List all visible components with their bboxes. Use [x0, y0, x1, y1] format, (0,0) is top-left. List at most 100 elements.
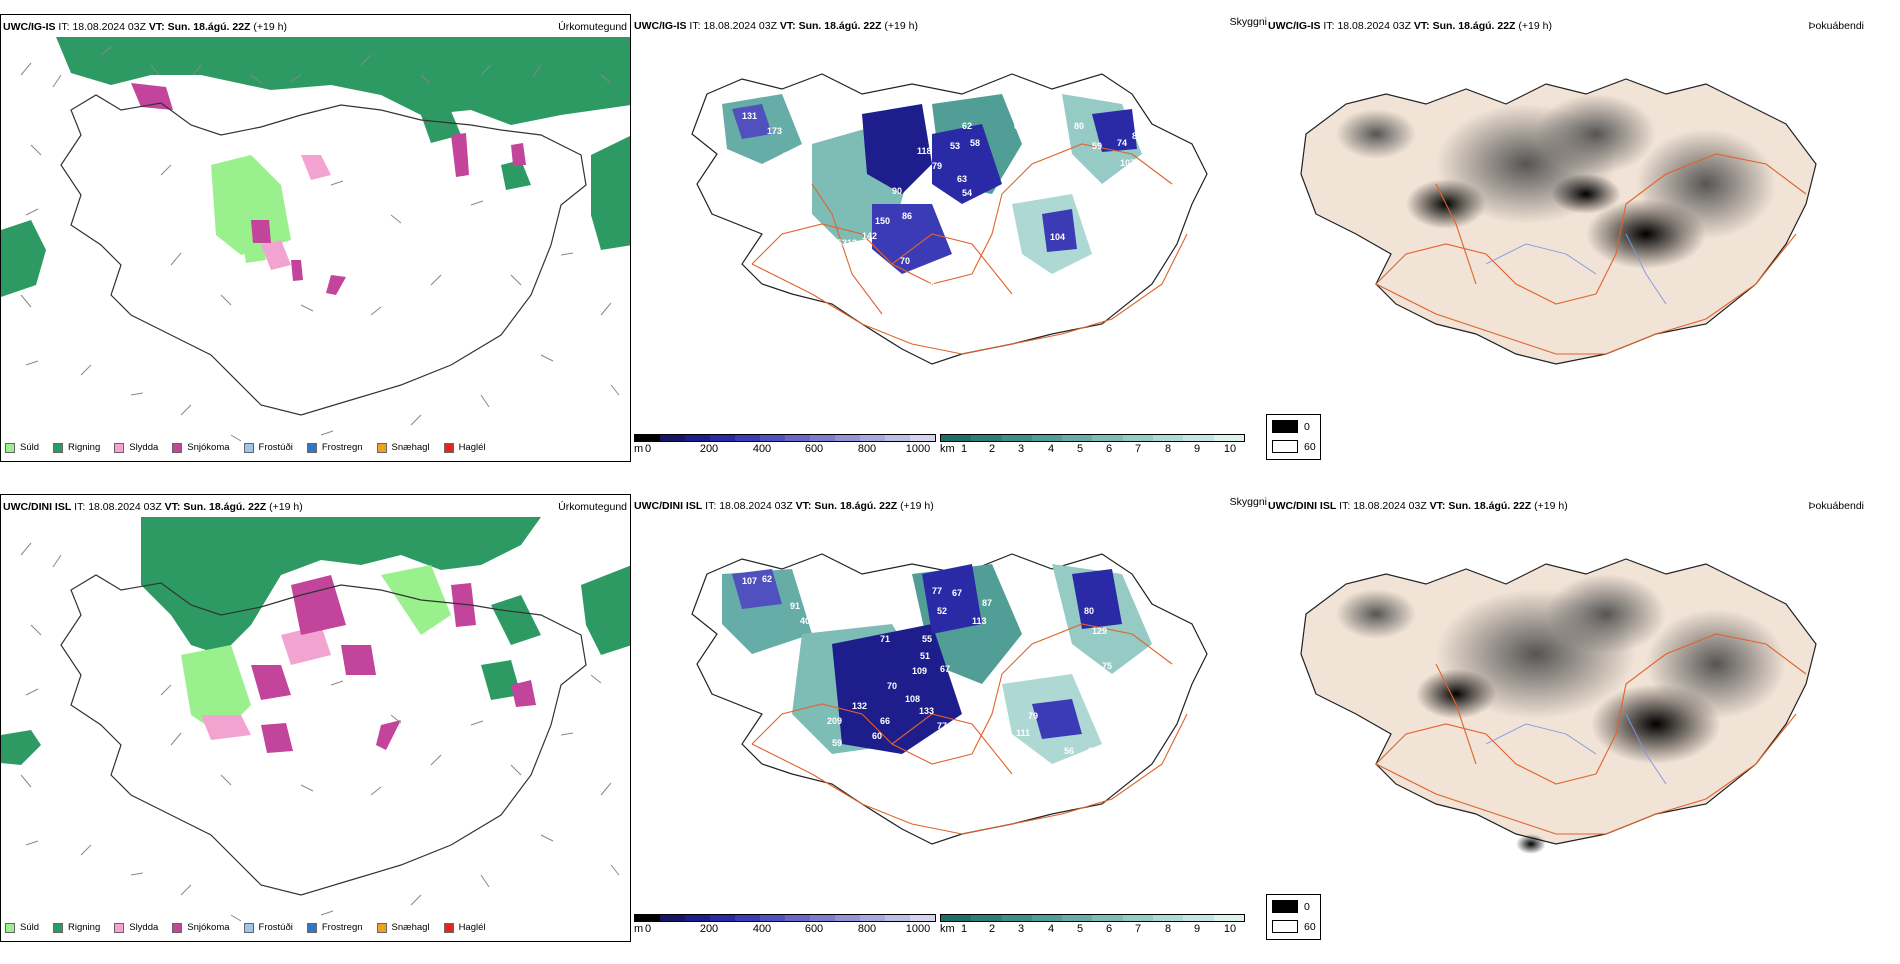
ceiling-color-step-7: [810, 915, 835, 921]
sleet-area: [281, 625, 331, 665]
rain-patch: [491, 595, 541, 645]
precip-type-panel: UWC/DINI ISL IT: 18.08.2024 03Z VT: Sun.…: [0, 494, 631, 942]
ceiling-area: [862, 104, 932, 194]
svg-text:75: 75: [1102, 661, 1112, 671]
svg-text:79: 79: [1028, 711, 1038, 721]
legend-item-freezing-drizzle: Frostúði: [243, 922, 293, 933]
ceiling-color-step-8: [835, 435, 860, 441]
fog-legend-high: 0: [1272, 900, 1310, 913]
visibility-color-step-7: [1153, 435, 1184, 441]
fog-field: [1336, 94, 1776, 269]
ceiling-color-step-6: [785, 915, 810, 921]
legend-item-freezing-rain: Frostregn: [306, 442, 363, 453]
snow-area: [291, 575, 346, 635]
svg-text:90: 90: [892, 186, 902, 196]
fog-legend-high: 0: [1272, 420, 1310, 433]
svg-text:77: 77: [960, 251, 970, 261]
rain-patch: [481, 660, 521, 700]
ceiling-area: [922, 564, 982, 634]
visibility-numbers: 131 173 120 62 61 53 58 80 74 85 118 79 …: [742, 111, 1143, 304]
visibility-colorbar-labels: km 1 2 3 4 5 6 7 8 9 10: [940, 923, 1237, 935]
svg-text:111: 111: [1129, 174, 1143, 184]
fog-legend: 0 60: [1266, 894, 1321, 940]
svg-text:87: 87: [982, 598, 992, 608]
svg-text:53: 53: [950, 141, 960, 151]
svg-text:76: 76: [932, 191, 942, 201]
ceiling-color-step-0: [635, 435, 660, 441]
ceiling-color-step-5: [760, 915, 785, 921]
visibility-title: Skyggni: [1229, 16, 1267, 28]
ceiling-color-step-9: [860, 915, 885, 921]
fog-header: UWC/DINI ISL IT: 18.08.2024 03Z VT: Sun.…: [1268, 500, 1568, 512]
rain-patch: [501, 160, 531, 190]
visibility-color-step-9: [1213, 435, 1244, 441]
drizzle-area: [181, 645, 251, 735]
sleet-area: [261, 240, 291, 270]
ceiling-color-step-10: [885, 915, 910, 921]
visibility-color-step-2: [1001, 915, 1032, 921]
legend-item-freezing-rain: Frostregn: [306, 922, 363, 933]
svg-text:80: 80: [1084, 606, 1094, 616]
fog-header: UWC/IG-IS IT: 18.08.2024 03Z VT: Sun. 18…: [1268, 20, 1552, 32]
ceiling-color-step-1: [660, 435, 685, 441]
svg-text:129: 129: [1092, 626, 1107, 636]
ceiling-color-step-10: [885, 435, 910, 441]
ceiling-color-step-2: [685, 435, 710, 441]
visibility-color-step-0: [941, 435, 972, 441]
svg-text:30: 30: [1088, 746, 1098, 756]
ceiling-color-step-11: [910, 435, 935, 441]
visibility-colorbar: km 1 2 3 4 5 6 7 8 9 10: [940, 434, 1245, 456]
visibility-color-step-1: [971, 915, 1002, 921]
svg-text:104: 104: [1050, 232, 1065, 242]
svg-text:133: 133: [919, 706, 934, 716]
legend-item-rain: Rigning: [53, 922, 100, 933]
visibility-color-step-3: [1031, 915, 1063, 921]
ceiling-color-step-11: [910, 915, 935, 921]
svg-text:52: 52: [937, 606, 947, 616]
svg-text:107: 107: [1120, 158, 1135, 168]
svg-text:66: 66: [880, 716, 890, 726]
visibility-colorbar-strip: [940, 914, 1245, 922]
svg-text:71: 71: [880, 634, 890, 644]
legend-item-drizzle: Súld: [5, 922, 39, 933]
svg-text:51: 51: [920, 651, 930, 661]
svg-text:13: 13: [1120, 276, 1130, 286]
ceiling-colorbar: m 0 200 400 600 800 1000: [634, 914, 936, 936]
snow-patch: [261, 723, 293, 753]
ceiling-area: [1092, 109, 1137, 152]
precip-title: Úrkomutegund: [558, 21, 627, 33]
legend-item-snow: Snjókoma: [172, 922, 230, 933]
forecast-row-2: UWC/DINI ISL IT: 18.08.2024 03Z VT: Sun.…: [0, 494, 1900, 964]
ceiling-colorbar-strip: [634, 434, 936, 442]
coastline: [60, 94, 587, 416]
snow-patch: [451, 583, 476, 627]
fog-title: Þokuábendi: [1808, 500, 1864, 512]
drizzle-area: [211, 155, 291, 255]
svg-text:111: 111: [1016, 728, 1030, 738]
svg-text:63: 63: [957, 174, 967, 184]
visibility-color-step-6: [1122, 915, 1154, 921]
roads: [751, 623, 1188, 835]
visibility-numbers: 107 62 77 67 91 52 87 80 70 55 113 129 4…: [742, 574, 1124, 756]
svg-text:58: 58: [982, 206, 992, 216]
precip-legend: Súld Rigning Slydda Snjókoma Frostúði Fr…: [5, 922, 486, 933]
legend-item-drizzle: Súld: [5, 442, 39, 453]
svg-text:70: 70: [897, 616, 907, 626]
legend-item-freezing-drizzle: Frostúði: [243, 442, 293, 453]
ceiling-color-step-4: [735, 435, 760, 441]
ceiling-color-step-7: [810, 435, 835, 441]
ceiling-colorbar-labels: m 0 200 400 600 800 1000: [634, 923, 931, 935]
snow-patch: [511, 680, 536, 707]
svg-text:107: 107: [742, 576, 757, 586]
ceiling-colorbar-labels: m 0 200 400 600 800 1000: [634, 443, 931, 455]
ceiling-area: [932, 124, 1002, 204]
fog-legend: 0 60: [1266, 414, 1321, 460]
svg-text:91: 91: [790, 601, 800, 611]
visibility-color-step-5: [1092, 435, 1123, 441]
legend-item-snow: Snjókoma: [172, 442, 230, 453]
ceiling-area: [1032, 699, 1082, 739]
visibility-colorbar-labels: km 1 2 3 4 5 6 7 8 9 10: [940, 443, 1237, 455]
ceiling-color-step-0: [635, 915, 660, 921]
wind-barbs: [20, 542, 620, 922]
ceiling-area: [1042, 209, 1077, 252]
